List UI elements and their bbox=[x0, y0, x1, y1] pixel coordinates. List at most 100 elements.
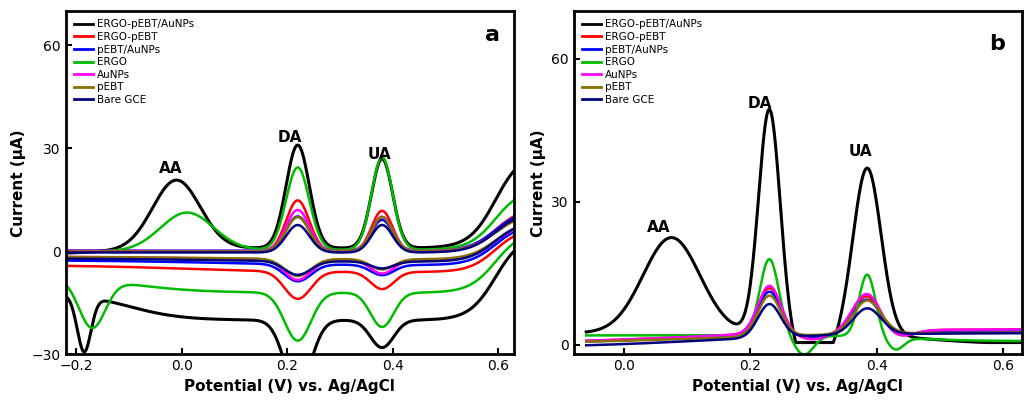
pEBT/AuNPs bbox=[60, 248, 72, 253]
pEBT bbox=[747, 319, 759, 324]
pEBT/AuNPs bbox=[450, 246, 463, 251]
pEBT/AuNPs bbox=[251, 248, 263, 253]
ERGO-pEBT/AuNPs bbox=[507, 168, 520, 173]
Bare GCE bbox=[581, 343, 593, 348]
ERGO bbox=[799, 352, 811, 357]
Text: AA: AA bbox=[647, 220, 670, 235]
pEBT bbox=[231, 249, 244, 254]
ERGO bbox=[766, 260, 779, 265]
ERGO-pEBT bbox=[291, 198, 304, 203]
Y-axis label: Current (μA): Current (μA) bbox=[11, 129, 26, 237]
ERGO-pEBT/AuNPs bbox=[499, 181, 511, 185]
ERGO-pEBT/AuNPs bbox=[766, 116, 779, 121]
ERGO bbox=[499, 205, 511, 210]
AuNPs bbox=[137, 249, 150, 254]
ERGO-pEBT bbox=[766, 287, 779, 292]
ERGO-pEBT/AuNPs bbox=[1007, 340, 1020, 345]
pEBT/AuNPs bbox=[137, 248, 150, 253]
ERGO-pEBT/AuNPs bbox=[291, 143, 304, 147]
ERGO-pEBT/AuNPs bbox=[763, 107, 776, 112]
pEBT/AuNPs bbox=[656, 337, 668, 341]
ERGO-pEBT bbox=[763, 286, 776, 291]
ERGO-pEBT/AuNPs bbox=[747, 256, 759, 260]
ERGO bbox=[450, 244, 463, 249]
Text: b: b bbox=[989, 34, 1004, 55]
ERGO-pEBT bbox=[507, 214, 520, 219]
ERGO-pEBT bbox=[581, 338, 593, 343]
pEBT/AuNPs bbox=[630, 337, 643, 342]
ERGO-pEBT bbox=[656, 336, 668, 341]
pEBT bbox=[656, 337, 668, 342]
ERGO-pEBT/AuNPs bbox=[60, 251, 72, 256]
Line: Bare GCE: Bare GCE bbox=[66, 220, 513, 252]
ERGO bbox=[1007, 339, 1020, 343]
Text: a: a bbox=[486, 25, 500, 45]
ERGO bbox=[507, 198, 520, 202]
AuNPs bbox=[581, 338, 593, 343]
Bare GCE bbox=[763, 302, 776, 307]
Line: pEBT: pEBT bbox=[66, 217, 513, 252]
pEBT/AuNPs bbox=[961, 328, 973, 333]
pEBT/AuNPs bbox=[291, 214, 304, 219]
pEBT/AuNPs bbox=[507, 215, 520, 220]
pEBT bbox=[1007, 330, 1020, 335]
AuNPs bbox=[231, 249, 244, 254]
ERGO-pEBT/AuNPs bbox=[450, 241, 463, 245]
AuNPs bbox=[291, 207, 304, 212]
Text: UA: UA bbox=[368, 147, 392, 162]
pEBT/AuNPs bbox=[763, 289, 776, 294]
pEBT/AuNPs bbox=[111, 248, 123, 253]
Line: ERGO-pEBT/AuNPs: ERGO-pEBT/AuNPs bbox=[587, 109, 1022, 343]
Line: pEBT/AuNPs: pEBT/AuNPs bbox=[587, 292, 1022, 341]
AuNPs bbox=[60, 249, 72, 254]
ERGO bbox=[137, 239, 150, 244]
pEBT bbox=[507, 219, 520, 224]
Text: AA: AA bbox=[159, 161, 183, 176]
pEBT bbox=[111, 249, 123, 254]
pEBT bbox=[1015, 330, 1028, 335]
ERGO-pEBT bbox=[630, 337, 643, 341]
Line: pEBT: pEBT bbox=[587, 296, 1022, 342]
ERGO-pEBT bbox=[499, 220, 511, 224]
ERGO-pEBT bbox=[1007, 327, 1020, 332]
ERGO-pEBT bbox=[747, 315, 759, 320]
AuNPs bbox=[499, 223, 511, 228]
Bare GCE bbox=[450, 248, 463, 253]
ERGO-pEBT bbox=[961, 327, 973, 332]
AuNPs bbox=[766, 285, 779, 290]
Y-axis label: Current (μA): Current (μA) bbox=[531, 129, 545, 237]
pEBT bbox=[961, 330, 973, 335]
ERGO bbox=[251, 246, 263, 251]
Bare GCE bbox=[137, 250, 150, 255]
ERGO-pEBT/AuNPs bbox=[630, 287, 643, 292]
ERGO-pEBT/AuNPs bbox=[581, 330, 593, 335]
ERGO bbox=[376, 155, 388, 160]
pEBT/AuNPs bbox=[231, 248, 244, 253]
ERGO-pEBT bbox=[251, 249, 263, 254]
ERGO bbox=[60, 249, 72, 254]
ERGO bbox=[1015, 339, 1028, 343]
ERGO-pEBT bbox=[60, 248, 72, 253]
Bare GCE bbox=[630, 341, 643, 346]
ERGO-pEBT/AuNPs bbox=[231, 243, 244, 248]
Bare GCE bbox=[111, 250, 123, 255]
Line: ERGO: ERGO bbox=[66, 157, 513, 252]
AuNPs bbox=[961, 327, 973, 332]
pEBT bbox=[766, 294, 779, 299]
ERGO-pEBT/AuNPs bbox=[1015, 340, 1028, 345]
ERGO-pEBT bbox=[231, 249, 244, 254]
Text: DA: DA bbox=[748, 96, 772, 111]
AuNPs bbox=[1007, 327, 1020, 332]
pEBT bbox=[581, 339, 593, 344]
pEBT bbox=[376, 215, 388, 220]
Bare GCE bbox=[231, 250, 244, 255]
ERGO bbox=[111, 248, 123, 253]
ERGO bbox=[961, 338, 973, 343]
AuNPs bbox=[656, 336, 668, 341]
ERGO-pEBT/AuNPs bbox=[111, 245, 123, 250]
pEBT/AuNPs bbox=[581, 339, 593, 344]
Bare GCE bbox=[499, 222, 511, 227]
ERGO-pEBT/AuNPs bbox=[961, 339, 973, 344]
ERGO bbox=[763, 257, 776, 262]
ERGO-pEBT/AuNPs bbox=[251, 245, 263, 250]
